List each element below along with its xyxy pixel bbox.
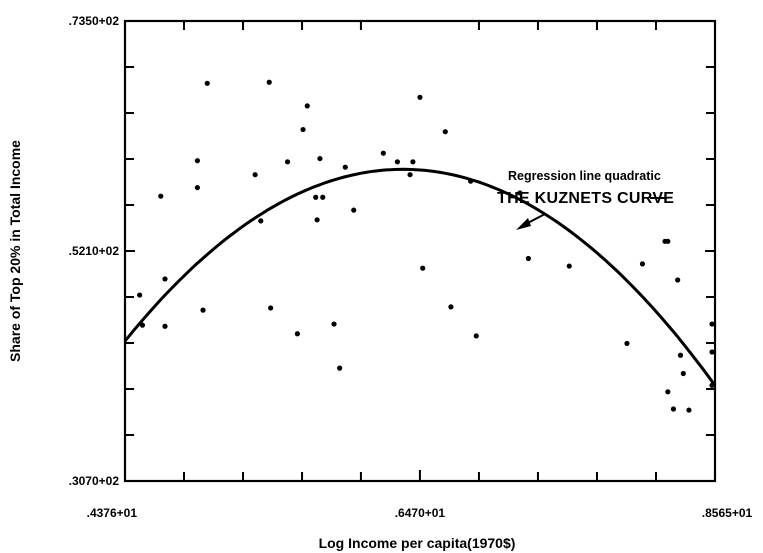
- data-point: [670, 406, 677, 412]
- data-point: [525, 255, 531, 262]
- data-point: [268, 305, 274, 311]
- data-point: [665, 238, 671, 244]
- axis-tick-labels: .4376+01 .6470+01 .8565+01 .3070+02 .5210+02…: [69, 14, 753, 520]
- data-point: [351, 207, 357, 213]
- data-point: [317, 155, 323, 162]
- y-tick-label: .3070+02: [69, 474, 120, 488]
- curve-annotation-text: Regression line quadratic: [508, 169, 661, 183]
- data-point: [624, 340, 630, 347]
- x-axis-title: Log Income per capita(1970$): [319, 535, 516, 551]
- x-tick-label: .6470+01: [395, 506, 446, 520]
- data-point: [313, 194, 319, 200]
- data-point: [158, 193, 164, 199]
- data-point: [665, 389, 671, 395]
- kuznets-curve-line: [123, 167, 717, 387]
- data-point: [137, 292, 143, 298]
- data-points: [137, 79, 715, 413]
- data-point: [162, 276, 168, 282]
- data-point: [680, 370, 686, 377]
- data-point: [342, 164, 348, 170]
- data-point: [677, 352, 684, 358]
- data-point: [448, 304, 454, 310]
- data-point: [266, 79, 272, 85]
- data-point: [194, 184, 200, 191]
- data-point: [284, 159, 291, 165]
- data-point: [337, 365, 343, 371]
- y-tick-label: .7350+02: [69, 14, 120, 28]
- data-point: [517, 190, 523, 196]
- data-point: [410, 159, 416, 165]
- data-point: [294, 331, 300, 337]
- data-point: [194, 158, 200, 164]
- data-point: [639, 261, 646, 267]
- data-point: [420, 265, 426, 271]
- x-tick-label: .4376+01: [87, 506, 138, 520]
- data-point: [380, 150, 386, 156]
- data-point: [566, 263, 572, 269]
- data-point: [394, 159, 400, 165]
- data-point: [252, 172, 258, 178]
- data-point: [473, 333, 479, 339]
- data-point: [314, 217, 320, 223]
- data-point: [258, 218, 264, 224]
- axis-ticks: [124, 20, 716, 482]
- data-point: [200, 307, 206, 313]
- regression-curve-layer: [123, 167, 717, 387]
- data-point: [407, 172, 413, 178]
- data-point: [442, 129, 448, 135]
- data-point: [675, 277, 681, 283]
- data-point: [331, 321, 337, 327]
- curve-label-text: THE KUZNETS CURVE: [497, 190, 674, 207]
- data-point: [709, 349, 715, 355]
- data-point: [320, 194, 326, 200]
- data-point: [417, 94, 423, 100]
- y-axis-title: Share of Top 20% in Total Income: [7, 140, 23, 362]
- data-point: [709, 321, 715, 327]
- data-point: [304, 103, 310, 109]
- x-tick-label: .8565+01: [702, 506, 753, 520]
- curve-arrowhead: [516, 218, 531, 230]
- data-point: [162, 323, 168, 329]
- data-point: [204, 80, 210, 86]
- data-point: [686, 407, 692, 413]
- data-point: [300, 126, 306, 133]
- y-tick-label: .5210+02: [69, 244, 120, 258]
